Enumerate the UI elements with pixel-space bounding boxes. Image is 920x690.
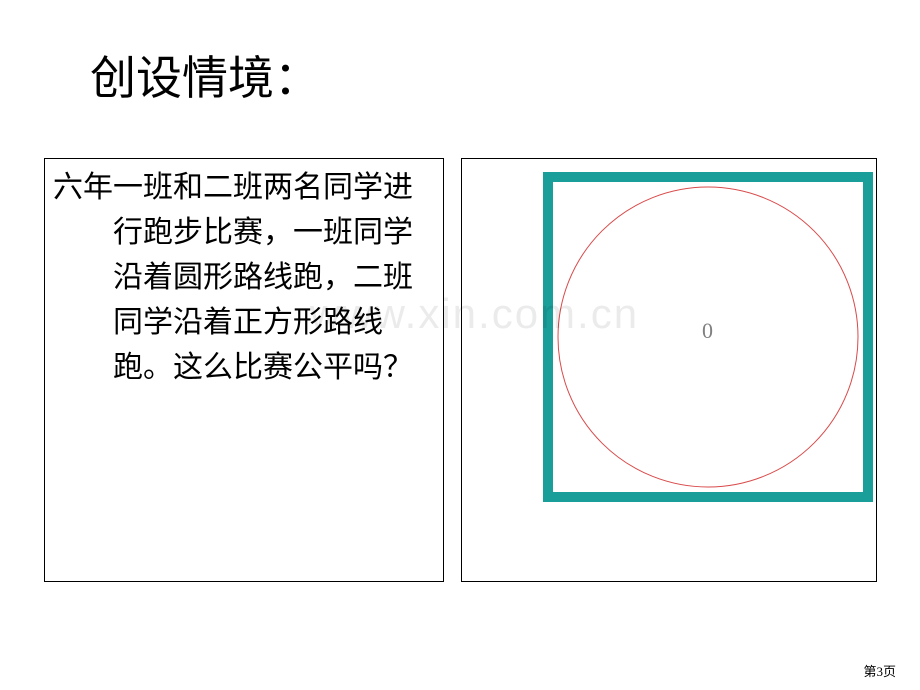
scenario-text-box: 六年一班和二班两名同学进行跑步比赛，一班同学沿着圆形路线跑，二班同学沿着正方形路…	[44, 158, 444, 582]
scenario-text: 六年一班和二班两名同学进行跑步比赛，一班同学沿着圆形路线跑，二班同学沿着正方形路…	[45, 159, 443, 390]
page-number: 第3页	[863, 661, 896, 680]
center-label: 0	[702, 318, 713, 344]
page-title: 创设情境：	[90, 42, 320, 108]
